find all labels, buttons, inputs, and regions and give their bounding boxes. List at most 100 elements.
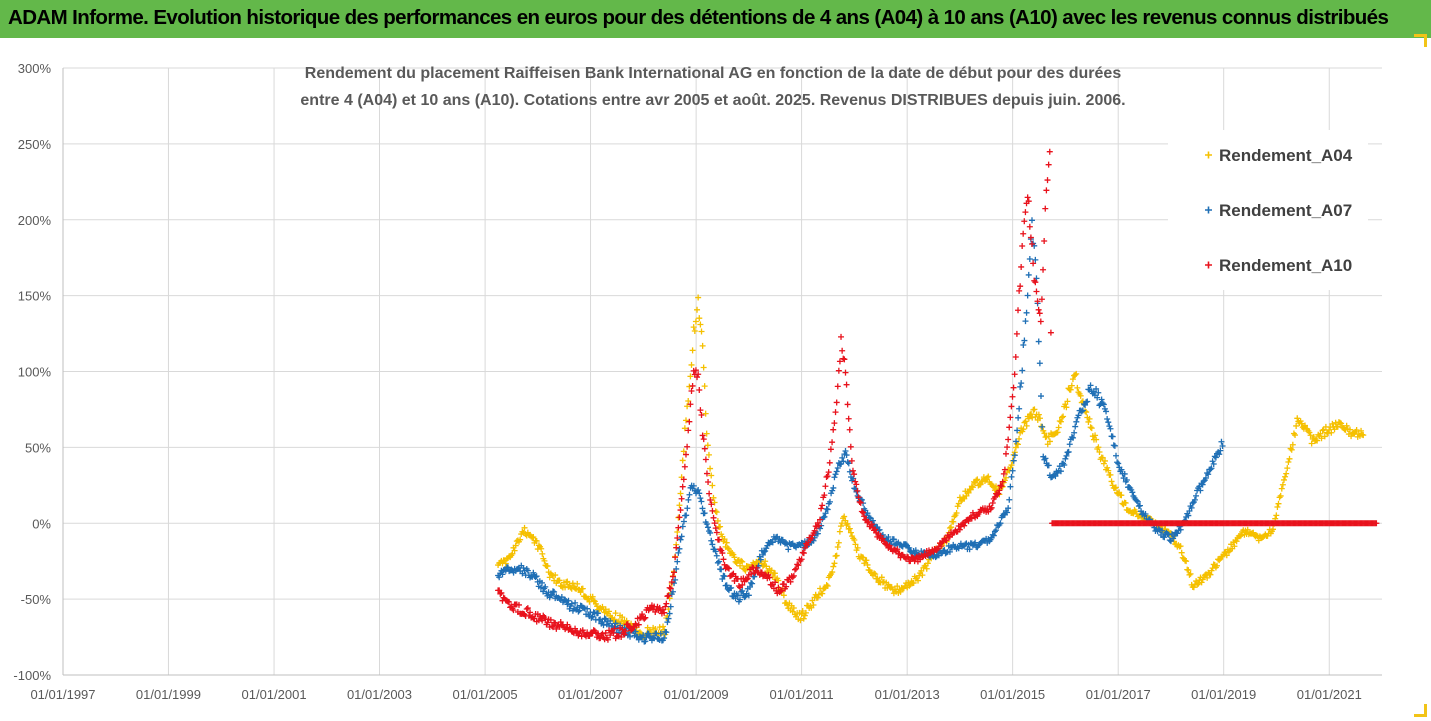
data-point-A07 <box>993 527 1000 534</box>
data-point-A04 <box>847 529 854 536</box>
data-point-A10 <box>838 333 845 340</box>
data-point-A10 <box>1015 307 1022 314</box>
data-point-A07 <box>1204 470 1211 477</box>
data-point-A04 <box>679 457 686 464</box>
data-point-A10 <box>1024 194 1031 201</box>
data-point-A10 <box>676 514 683 521</box>
data-point-A07 <box>1099 400 1106 407</box>
data-point-A04 <box>1233 538 1240 545</box>
data-point-A10 <box>1045 161 1052 168</box>
data-point-A10 <box>1021 218 1028 225</box>
data-point-A07 <box>1093 385 1100 392</box>
data-point-A04 <box>762 558 769 565</box>
data-point-A04 <box>1068 382 1075 389</box>
data-point-A10 <box>859 509 866 516</box>
data-point-A07 <box>902 541 909 548</box>
data-point-A04 <box>1016 435 1023 442</box>
data-point-A07 <box>667 603 674 610</box>
data-point-A04 <box>1337 419 1344 426</box>
series-Rendement_A07 <box>495 217 1226 645</box>
data-point-A07 <box>680 518 687 525</box>
data-point-A07 <box>542 583 549 590</box>
data-point-A10 <box>795 562 802 569</box>
data-point-A07 <box>1174 530 1181 537</box>
data-point-A10 <box>744 575 751 582</box>
data-point-A10 <box>894 546 901 553</box>
data-point-A04 <box>837 523 844 530</box>
data-point-A10 <box>709 507 716 514</box>
data-point-A04 <box>711 499 718 506</box>
data-point-A04 <box>1302 422 1309 429</box>
x-tick-label: 01/01/2003 <box>347 687 412 702</box>
data-point-A10 <box>927 550 934 557</box>
data-point-A07 <box>1155 525 1162 532</box>
data-point-A07 <box>1004 509 1011 516</box>
data-point-A10 <box>699 432 706 439</box>
data-point-A07 <box>1035 338 1042 345</box>
data-point-A10 <box>1373 520 1380 527</box>
data-point-A04 <box>846 525 853 532</box>
data-point-A04 <box>681 425 688 432</box>
data-point-A07 <box>1188 504 1195 511</box>
data-point-A04 <box>842 517 849 524</box>
data-point-A07 <box>1026 256 1033 263</box>
data-point-A07 <box>675 549 682 556</box>
data-point-A04 <box>1292 432 1299 439</box>
data-point-A04 <box>730 551 737 558</box>
data-point-A10 <box>703 470 710 477</box>
data-point-A10 <box>808 535 815 542</box>
data-point-A10 <box>669 573 676 580</box>
data-point-A10 <box>729 571 736 578</box>
data-point-A04 <box>954 503 961 510</box>
data-point-A04 <box>1275 500 1282 507</box>
data-point-A07 <box>674 558 681 565</box>
data-point-A07 <box>524 567 531 574</box>
data-point-A10 <box>1012 354 1019 361</box>
data-point-A07 <box>745 592 752 599</box>
data-point-A10 <box>646 605 653 612</box>
data-point-A10 <box>666 584 673 591</box>
data-point-A10 <box>1000 470 1007 477</box>
data-point-A04 <box>1231 543 1238 550</box>
data-point-A04 <box>1064 398 1071 405</box>
data-point-A07 <box>1129 489 1136 496</box>
data-point-A10 <box>845 415 852 422</box>
data-point-A07 <box>1114 459 1121 466</box>
data-point-A07 <box>1165 531 1172 538</box>
data-point-A04 <box>775 577 782 584</box>
data-point-A04 <box>1319 427 1326 434</box>
data-point-A07 <box>532 573 539 580</box>
data-point-A07 <box>1104 415 1111 422</box>
data-point-A07 <box>499 571 506 578</box>
data-point-A04 <box>1112 484 1119 491</box>
data-point-A10 <box>827 446 834 453</box>
data-point-A04 <box>698 328 705 335</box>
data-point-A07 <box>1023 309 1030 316</box>
data-point-A07 <box>657 630 664 637</box>
data-point-A07 <box>829 487 836 494</box>
data-point-A04 <box>1111 485 1118 492</box>
data-point-A10 <box>841 356 848 363</box>
data-point-A04 <box>790 604 797 611</box>
data-point-A10 <box>1028 240 1035 247</box>
data-point-A10 <box>604 636 611 643</box>
data-point-A04 <box>685 397 692 404</box>
x-tick-label: 01/01/1997 <box>30 687 95 702</box>
data-point-A10 <box>848 457 855 464</box>
data-point-A04 <box>721 536 728 543</box>
data-point-A07 <box>762 548 769 555</box>
data-point-A10 <box>825 469 832 476</box>
data-point-A04 <box>696 315 703 322</box>
data-point-A10 <box>1009 393 1016 400</box>
data-point-A07 <box>632 628 639 635</box>
data-point-A07 <box>1009 467 1016 474</box>
data-point-A10 <box>584 629 591 636</box>
data-point-A04 <box>819 590 826 597</box>
data-point-A10 <box>1019 243 1026 250</box>
data-point-A04 <box>1279 481 1286 488</box>
data-point-A10 <box>597 635 604 642</box>
data-point-A04 <box>1101 457 1108 464</box>
data-point-A10 <box>819 502 826 509</box>
data-point-A07 <box>1011 452 1018 459</box>
data-point-A04 <box>1008 462 1015 469</box>
